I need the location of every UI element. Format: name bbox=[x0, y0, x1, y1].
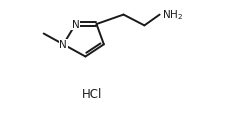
Text: N: N bbox=[60, 40, 67, 50]
Text: HCl: HCl bbox=[81, 87, 102, 100]
Text: N: N bbox=[72, 20, 80, 30]
Text: NH$_2$: NH$_2$ bbox=[162, 9, 183, 22]
